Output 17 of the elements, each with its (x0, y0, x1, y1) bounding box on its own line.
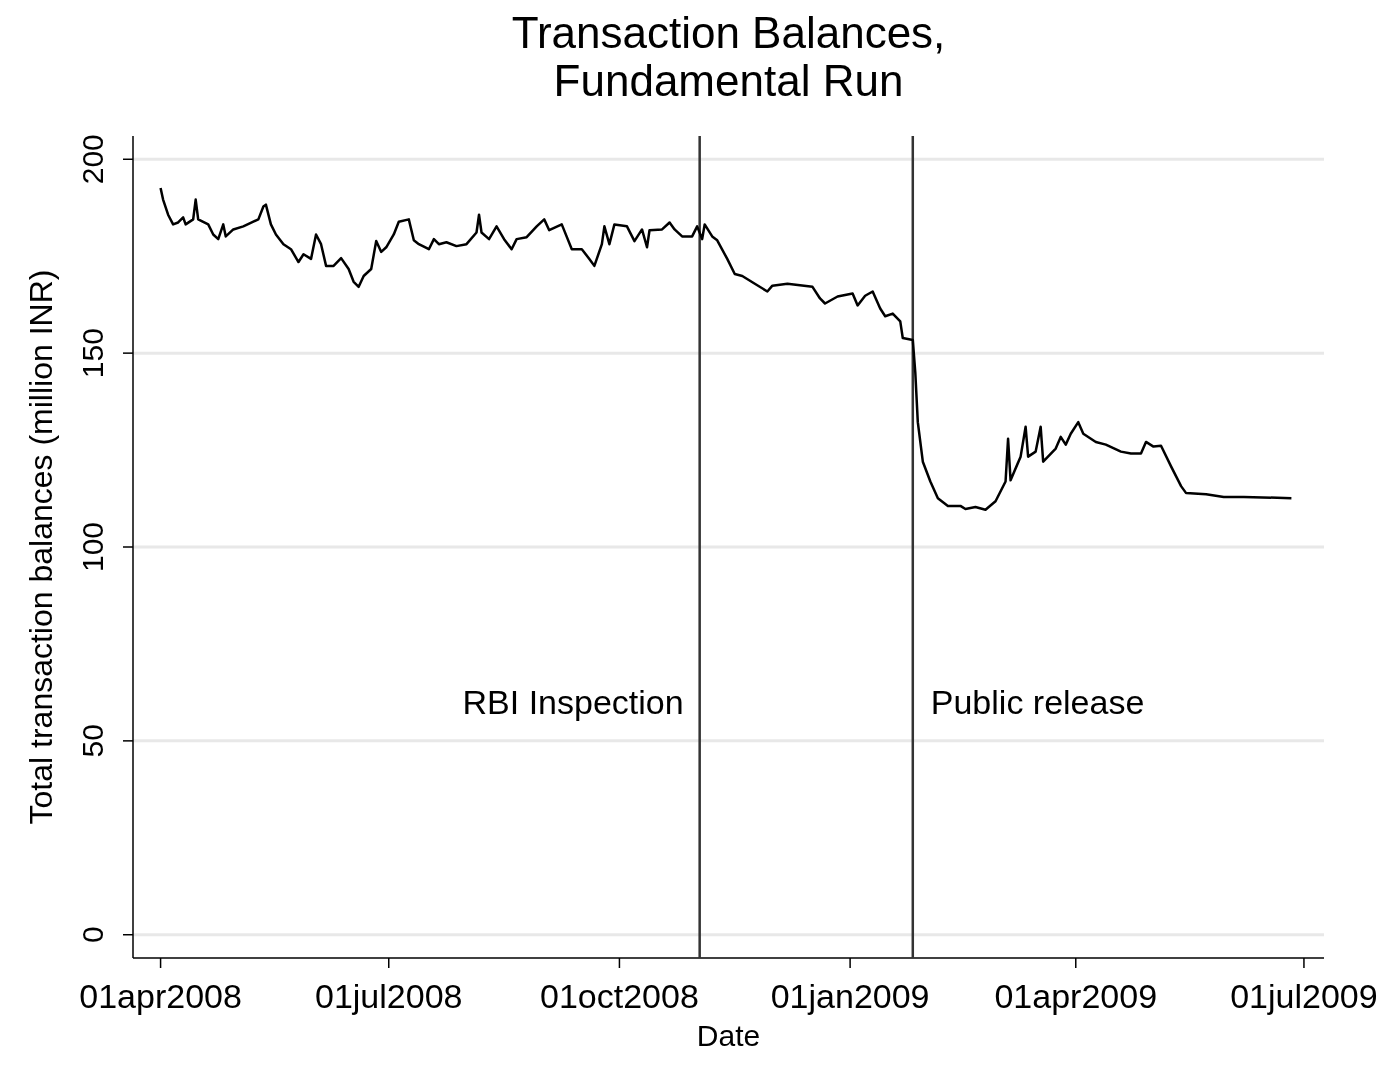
y-tick-label: 100 (76, 521, 109, 573)
ref-line-label: Public release (930, 683, 1145, 722)
x-tick-label: 01jul2008 (315, 977, 463, 1015)
y-tick-label: 150 (76, 328, 109, 379)
x-tick-label: 01jul2009 (1230, 977, 1378, 1015)
y-axis-title: Total transaction balances (million INR) (23, 269, 59, 825)
x-tick-label: 01apr2009 (994, 977, 1158, 1015)
y-tick-label: 200 (76, 134, 109, 185)
x-tick-label: 01oct2008 (540, 977, 699, 1015)
ref-line-label: RBI Inspection (462, 683, 684, 722)
y-tick-label: 50 (76, 724, 109, 758)
chart-title: Transaction Balances, Fundamental Run (511, 8, 946, 105)
line-series (159, 186, 1293, 512)
x-axis-title: Date (696, 1019, 761, 1052)
y-tick-label: 0 (76, 926, 109, 944)
x-tick-label: 01apr2008 (79, 977, 242, 1015)
x-tick-label: 01jan2009 (770, 977, 930, 1015)
